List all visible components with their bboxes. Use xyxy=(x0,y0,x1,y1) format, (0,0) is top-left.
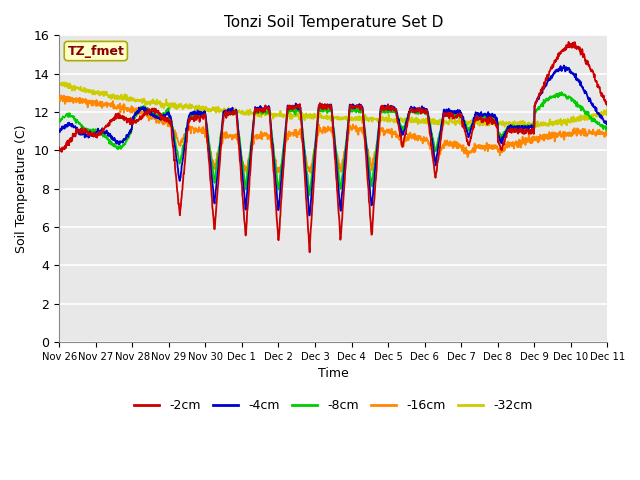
-32cm xyxy=(120,95,128,101)
-8cm xyxy=(300,134,307,140)
Line: -32cm: -32cm xyxy=(59,82,607,129)
-2cm xyxy=(300,146,307,152)
-4cm xyxy=(604,121,611,127)
-16cm xyxy=(120,101,128,107)
Text: TZ_fmet: TZ_fmet xyxy=(67,45,124,58)
-16cm xyxy=(58,93,65,98)
-2cm xyxy=(288,106,296,111)
-4cm xyxy=(560,62,568,68)
-8cm xyxy=(604,126,611,132)
-32cm xyxy=(98,92,106,97)
-16cm xyxy=(604,127,611,132)
-8cm xyxy=(558,89,566,95)
-8cm xyxy=(288,108,296,113)
-16cm xyxy=(243,170,251,176)
-2cm xyxy=(55,144,63,150)
-8cm xyxy=(310,158,317,164)
-4cm xyxy=(300,136,307,142)
-2cm xyxy=(306,250,314,255)
-8cm xyxy=(367,182,375,188)
-2cm xyxy=(310,189,317,194)
-16cm xyxy=(310,150,317,156)
Y-axis label: Soil Temperature (C): Soil Temperature (C) xyxy=(15,124,28,253)
-2cm xyxy=(564,39,572,45)
-2cm xyxy=(98,130,106,135)
-8cm xyxy=(98,132,106,137)
-32cm xyxy=(513,126,520,132)
-4cm xyxy=(55,128,63,134)
Line: -16cm: -16cm xyxy=(59,96,607,173)
-32cm xyxy=(288,112,296,118)
X-axis label: Time: Time xyxy=(318,367,349,380)
-32cm xyxy=(59,79,67,85)
-4cm xyxy=(120,136,128,142)
-4cm xyxy=(310,168,317,174)
-16cm xyxy=(55,94,63,99)
Line: -2cm: -2cm xyxy=(59,42,607,252)
-32cm xyxy=(310,116,317,122)
Line: -4cm: -4cm xyxy=(59,65,607,216)
-4cm xyxy=(367,203,375,208)
-8cm xyxy=(305,192,313,198)
-2cm xyxy=(604,103,611,108)
-16cm xyxy=(368,165,376,171)
-4cm xyxy=(305,213,313,218)
-8cm xyxy=(55,117,63,122)
-2cm xyxy=(367,232,375,238)
-16cm xyxy=(300,146,308,152)
Legend: -2cm, -4cm, -8cm, -16cm, -32cm: -2cm, -4cm, -8cm, -16cm, -32cm xyxy=(129,394,538,417)
-32cm xyxy=(300,112,307,118)
-4cm xyxy=(288,104,296,110)
-32cm xyxy=(55,82,63,88)
Line: -8cm: -8cm xyxy=(59,92,607,195)
Title: Tonzi Soil Temperature Set D: Tonzi Soil Temperature Set D xyxy=(223,15,443,30)
-16cm xyxy=(98,105,106,111)
-32cm xyxy=(604,110,611,116)
-16cm xyxy=(289,130,296,136)
-2cm xyxy=(120,114,128,120)
-32cm xyxy=(367,115,375,121)
-4cm xyxy=(98,129,106,135)
-8cm xyxy=(120,142,128,147)
